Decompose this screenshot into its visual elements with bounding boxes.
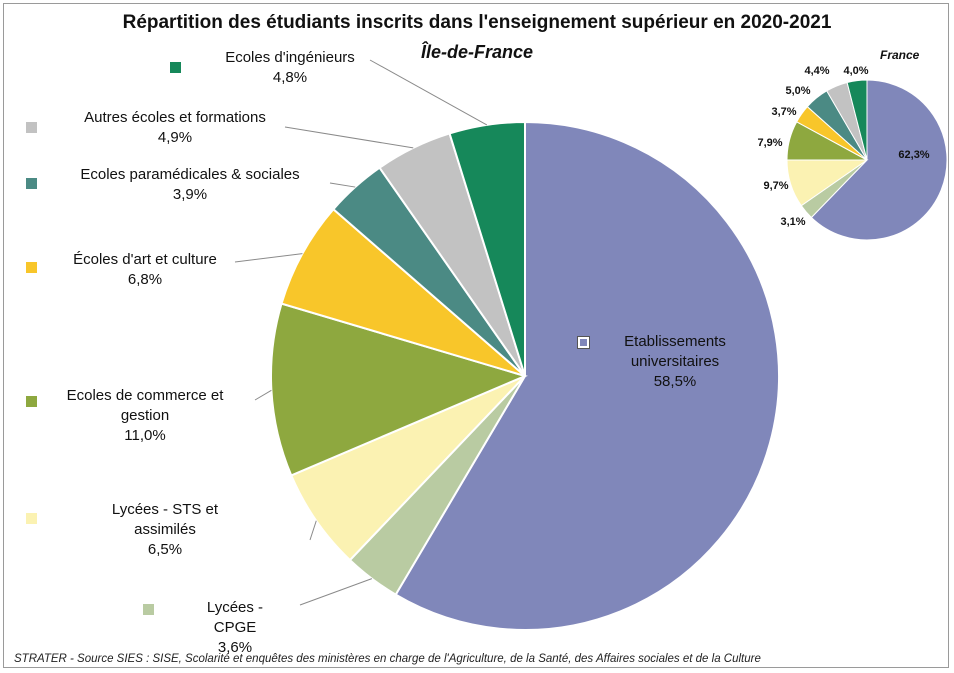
category-label: Écoles d'art et culture bbox=[73, 251, 217, 268]
slice-label: Lycées - STS et assimilés 6,5% bbox=[95, 500, 235, 560]
chart-title: Répartition des étudiants inscrits dans … bbox=[122, 12, 832, 33]
value-label: 11,0% bbox=[124, 427, 166, 444]
leader-line bbox=[369, 59, 488, 126]
value-label: 7,9% bbox=[757, 137, 783, 149]
slice-label: Ecoles de commerce et gestion 11,0% bbox=[45, 386, 245, 446]
legend-square bbox=[26, 513, 37, 524]
legend-square bbox=[143, 604, 154, 615]
pie-slice bbox=[846, 79, 868, 161]
value-label: 3,1% bbox=[780, 216, 806, 228]
category-label: Ecoles de commerce et gestion bbox=[66, 387, 224, 424]
leader-line bbox=[254, 389, 272, 401]
value-label: 3,9% bbox=[172, 186, 208, 203]
category-label: Ecoles paramédicales & sociales bbox=[80, 166, 300, 183]
category-label: Ecoles d'ingénieurs bbox=[225, 49, 355, 66]
value-label: 3,6% bbox=[217, 639, 253, 656]
value-label: 4,4% bbox=[804, 65, 830, 77]
category-label: Lycées - CPGE bbox=[206, 599, 264, 636]
source-note: STRATER - Source SIES : SISE, Scolarité … bbox=[14, 653, 761, 665]
pie-slice bbox=[394, 120, 780, 631]
pie-slice bbox=[280, 207, 526, 377]
value-label: 9,7% bbox=[763, 180, 789, 192]
value-label: 5,0% bbox=[785, 85, 811, 97]
category-label: Etablissements universitaires bbox=[624, 333, 726, 370]
leader-line bbox=[299, 578, 373, 606]
leader-line bbox=[234, 253, 303, 263]
legend-square bbox=[26, 178, 37, 189]
value-label: 3,7% bbox=[771, 106, 797, 118]
value-label: 4,0% bbox=[843, 65, 869, 77]
slice-label: Ecoles paramédicales & sociales 3,9% bbox=[45, 165, 335, 205]
slice-label: Etablissements universitaires 58,5% bbox=[590, 332, 760, 392]
slice-label: Autres écoles et formations 4,9% bbox=[45, 108, 305, 148]
legend-square bbox=[26, 396, 37, 407]
slice-label: Ecoles d'ingénieurs 4,8% bbox=[190, 48, 390, 88]
inset-title: France bbox=[880, 48, 920, 62]
value-label: 4,8% bbox=[272, 69, 308, 86]
slice-label: Écoles d'art et culture 6,8% bbox=[45, 250, 245, 290]
value-label: 58,5% bbox=[653, 373, 697, 390]
legend-square bbox=[26, 122, 37, 133]
leader-line bbox=[329, 182, 356, 188]
leader-line bbox=[284, 126, 414, 149]
chart-subtitle: Île-de-France bbox=[420, 42, 534, 62]
category-label: Autres écoles et formations bbox=[84, 109, 266, 126]
value-label: 6,8% bbox=[127, 271, 163, 288]
category-label: Lycées - STS et assimilés bbox=[111, 501, 219, 538]
legend-square bbox=[26, 262, 37, 273]
value-label: 6,5% bbox=[147, 541, 183, 558]
value-label: 4,9% bbox=[157, 129, 193, 146]
leader-line bbox=[309, 520, 317, 541]
legend-square bbox=[577, 336, 590, 349]
pie-slice bbox=[810, 79, 948, 241]
value-label: 62,3% bbox=[898, 149, 930, 161]
slice-label: Lycées - CPGE 3,6% bbox=[185, 598, 285, 658]
legend-square bbox=[170, 62, 181, 73]
frame bbox=[3, 3, 949, 668]
